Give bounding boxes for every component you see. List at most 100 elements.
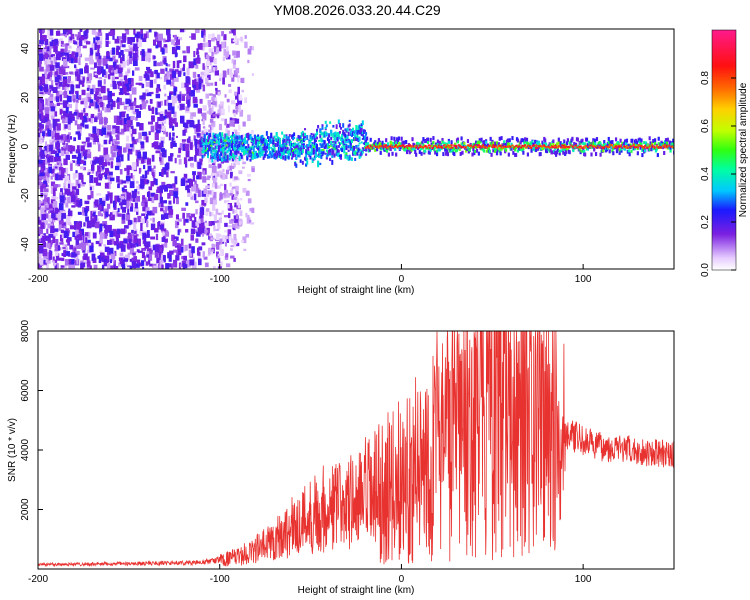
spectrogram-cell xyxy=(61,57,67,61)
spectrogram-cell xyxy=(75,188,80,195)
spectrogram-cell xyxy=(171,39,176,45)
spectrogram-cell xyxy=(348,128,351,131)
spectrogram-cell xyxy=(202,126,206,129)
spectrogram-cell xyxy=(209,57,214,63)
spectrogram-cell xyxy=(289,144,292,147)
spectrogram-cell xyxy=(348,119,351,123)
spectrogram-cell xyxy=(455,148,459,152)
spectrogram-cell xyxy=(348,144,351,147)
spectrogram-cell xyxy=(137,137,142,144)
spectrogram-cell xyxy=(129,206,134,212)
spectrogram-cell xyxy=(107,95,113,101)
spectrogram-cell xyxy=(654,141,657,145)
spectrogram-cell xyxy=(182,67,185,72)
spectrogram-cell xyxy=(127,208,130,215)
spectrogram-cell xyxy=(180,178,186,187)
spectrogram-cell xyxy=(251,167,255,173)
spectrogram-cell xyxy=(45,141,48,150)
spectrogram-cell xyxy=(175,255,180,261)
spectrogram-cell xyxy=(225,235,229,240)
spectrogram-cell xyxy=(432,136,435,141)
spectrogram-cell xyxy=(237,149,240,154)
spectrogram-cell xyxy=(232,158,235,162)
spectrogram-cell xyxy=(45,79,48,88)
spectrogram-cell xyxy=(122,60,126,68)
spectrogram-cell xyxy=(348,139,351,144)
spectrogram-cell xyxy=(240,147,243,150)
spectrogram-cell xyxy=(51,196,57,200)
spectrogram-cell xyxy=(402,144,405,147)
spectrogram-cell xyxy=(87,195,91,200)
spectrogram-cell xyxy=(208,221,213,227)
spectrogram-cell xyxy=(124,92,130,96)
spectrogram-cell xyxy=(385,138,388,143)
spectrogram-cell xyxy=(672,138,674,143)
spectrogram-cell xyxy=(87,73,93,81)
spectrogram-cell xyxy=(108,161,111,166)
spectrogram-cell xyxy=(163,213,169,219)
spectrogram-cell xyxy=(211,163,215,166)
spectrogram-cell xyxy=(334,143,337,148)
spectrogram-cell xyxy=(160,68,165,74)
spectrogram-cell xyxy=(261,136,264,141)
spectrogram-cell xyxy=(74,66,78,73)
spectrogram-cell xyxy=(50,150,56,155)
spectrogram-cell xyxy=(429,148,432,152)
spectrogram-cell xyxy=(223,146,226,152)
spectrogram-cell xyxy=(60,48,64,53)
spectrogram-cell xyxy=(292,137,295,141)
spectrogram-cell xyxy=(671,142,674,146)
spectrogram-cell xyxy=(495,148,498,152)
spectrogram-cell xyxy=(287,155,290,159)
spectrogram-cell xyxy=(163,57,167,64)
spectrogram-cell xyxy=(465,146,469,151)
spectrogram-cell xyxy=(70,194,76,203)
spectrogram-cell xyxy=(365,139,368,144)
spectrogram-cell xyxy=(84,35,88,40)
spectrogram-cell xyxy=(165,131,169,137)
spectrogram-cell xyxy=(280,153,283,156)
spectrogram-cell xyxy=(86,96,92,102)
spectrogram-cell xyxy=(651,144,654,147)
spectrogram-cell xyxy=(220,101,224,105)
spectrogram-cell xyxy=(141,247,147,251)
spectrogram-cell xyxy=(361,120,364,126)
spectrogram-cell xyxy=(316,131,319,135)
spectrogram-cell xyxy=(158,202,162,208)
spectrogram-cell xyxy=(247,143,250,149)
spectrogram-cell xyxy=(598,143,601,148)
spectrogram-cell xyxy=(410,148,413,152)
spectrogram-cell xyxy=(296,144,299,148)
spectrogram-cell xyxy=(350,134,353,138)
spectrogram-cell xyxy=(235,150,238,156)
spectrogram-cell xyxy=(158,172,164,176)
spectrogram-cell xyxy=(297,154,300,158)
spectrogram-cell xyxy=(68,132,72,136)
spectrogram-cell xyxy=(206,155,209,159)
spectrogram-cell xyxy=(197,74,200,78)
spectrogram-cell xyxy=(149,79,154,88)
spectrogram-cell xyxy=(168,200,172,205)
spectrogram-cell xyxy=(181,82,185,89)
spectrogram-cell xyxy=(283,150,286,153)
spectrogram-cell xyxy=(197,145,203,153)
spectrogram-cell xyxy=(356,137,359,141)
spectrogram-cell xyxy=(510,142,513,146)
spectrogram-cell xyxy=(161,237,166,242)
spectrogram-cell xyxy=(45,158,48,165)
spectrogram-cell xyxy=(304,138,307,141)
spectrogram-cell xyxy=(210,172,214,177)
spectrogram-cell xyxy=(244,139,247,145)
spectrogram-cell xyxy=(262,146,265,151)
spectrogram-cell xyxy=(208,157,211,163)
spectrogram-cell xyxy=(45,213,49,219)
spectrogram-cell xyxy=(68,123,71,131)
spectrogram-cell xyxy=(227,144,230,149)
spectrogram-cell xyxy=(81,109,85,115)
spectrogram-cell xyxy=(288,139,291,144)
spectrogram-cell xyxy=(132,101,137,106)
spectrogram-cell xyxy=(487,147,490,151)
spectrogram-cell xyxy=(48,37,54,40)
spectrogram-cell xyxy=(608,149,611,154)
spectrogram-cell xyxy=(77,153,82,161)
